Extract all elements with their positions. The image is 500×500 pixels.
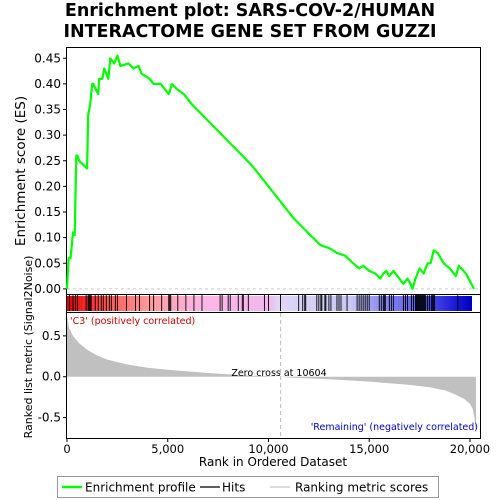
es-panel-frame [66, 47, 481, 295]
metric-y-axis: -0.5 0.0 0.5 [38, 329, 67, 425]
x-tick-label: 5,000 [151, 442, 184, 456]
ranking-metric-area [67, 315, 476, 434]
negative-correlated-label: 'Remaining' (negatively correlated) [311, 422, 478, 433]
x-tick-label: 0 [63, 442, 70, 456]
es-y-tick-label: 0.10 [34, 231, 61, 245]
chart-title: Enrichment plot: SARS-COV-2/HUMAN INTERA… [0, 1, 500, 43]
x-tick-label: 20,000 [450, 442, 490, 456]
es-y-tick-label: 0.00 [34, 282, 61, 296]
es-y-tick-label: 0.20 [34, 179, 61, 193]
positive-correlated-label: 'C3' (positively correlated) [70, 316, 195, 327]
metric-panel-frame [66, 312, 481, 439]
enrichment-profile-group [65, 54, 475, 290]
metric-y-tick-label: 0.5 [42, 329, 61, 343]
x-axis-label: Rank in Ordered Dataset [199, 455, 347, 469]
es-y-tick-label: 0.35 [34, 103, 61, 117]
legend-enrichment-label: Enrichment profile [85, 481, 196, 495]
legend-hits-label: Hits [222, 481, 245, 495]
chart-title-line-1: Enrichment plot: SARS-COV-2/HUMAN [64, 1, 436, 21]
hits-group [68, 295, 459, 311]
chart-title-line-2: INTERACTOME GENE SET FROM GUZZI [63, 22, 437, 42]
es-y-tick-label: 0.45 [34, 51, 61, 65]
x-tick-label: 15,000 [349, 442, 389, 456]
x-tick-label: 10,000 [248, 442, 288, 456]
metric-y-tick-label: -0.5 [38, 411, 61, 425]
enrichment-profile-line [65, 54, 475, 290]
legend: Enrichment profile Hits Ranking metric s… [57, 476, 439, 498]
es-y-tick-label: 0.05 [34, 256, 61, 270]
es-y-tick-label: 0.30 [34, 128, 61, 142]
es-y-tick-label: 0.15 [34, 205, 61, 219]
es-y-tick-label: 0.25 [34, 154, 61, 168]
legend-ranking-label: Ranking metric scores [295, 481, 428, 495]
rank-color-bar [67, 296, 472, 311]
es-y-tick-label: 0.40 [34, 77, 61, 91]
metric-y-axis-label: Ranked list metric (Signal2Noise) [22, 256, 35, 439]
zero-cross-label: Zero cross at 10604 [231, 368, 326, 379]
legend-frame [57, 476, 439, 498]
es-y-axis-label: Enrichment score (ES) [13, 96, 29, 246]
ranking-metric-fill [67, 315, 476, 434]
es-y-axis: 0.00 0.05 0.10 0.15 0.20 0.25 0.30 0.35 0.40 0.45 [34, 51, 480, 296]
rank-x-axis: 0 5,000 10,000 15,000 20,000 [63, 438, 490, 456]
metric-y-tick-label: 0.0 [42, 370, 61, 384]
